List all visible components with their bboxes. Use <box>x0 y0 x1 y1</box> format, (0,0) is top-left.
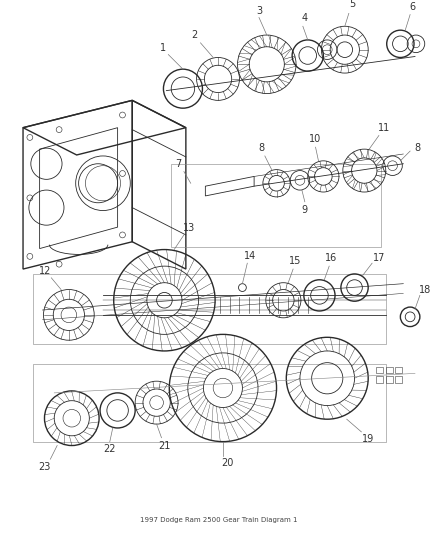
Text: 18: 18 <box>418 285 430 295</box>
Bar <box>375 376 382 383</box>
Text: 8: 8 <box>413 143 419 153</box>
Text: 4: 4 <box>301 13 307 23</box>
Text: 12: 12 <box>39 266 52 276</box>
Text: 10: 10 <box>309 134 321 144</box>
Text: 1997 Dodge Ram 2500 Gear Train Diagram 1: 1997 Dodge Ram 2500 Gear Train Diagram 1 <box>140 516 297 522</box>
Text: 15: 15 <box>288 256 300 266</box>
Text: 3: 3 <box>255 6 261 15</box>
Text: 8: 8 <box>258 143 265 153</box>
Text: 13: 13 <box>182 223 194 233</box>
Text: 19: 19 <box>361 434 374 443</box>
Text: 21: 21 <box>158 441 170 450</box>
Text: 16: 16 <box>324 253 336 263</box>
Text: 2: 2 <box>191 30 197 40</box>
Bar <box>395 376 401 383</box>
Text: 5: 5 <box>349 0 355 9</box>
Bar <box>385 376 392 383</box>
Text: 9: 9 <box>301 205 307 215</box>
Text: 23: 23 <box>38 462 50 472</box>
Bar <box>395 367 401 374</box>
Text: 22: 22 <box>103 445 116 455</box>
Text: 14: 14 <box>244 252 256 261</box>
Text: 7: 7 <box>174 159 181 169</box>
Text: 11: 11 <box>377 123 389 133</box>
Text: 6: 6 <box>408 2 414 12</box>
Bar <box>385 367 392 374</box>
Bar <box>375 367 382 374</box>
Text: 1: 1 <box>160 43 166 53</box>
Text: 20: 20 <box>221 458 233 468</box>
Text: 17: 17 <box>372 253 384 263</box>
